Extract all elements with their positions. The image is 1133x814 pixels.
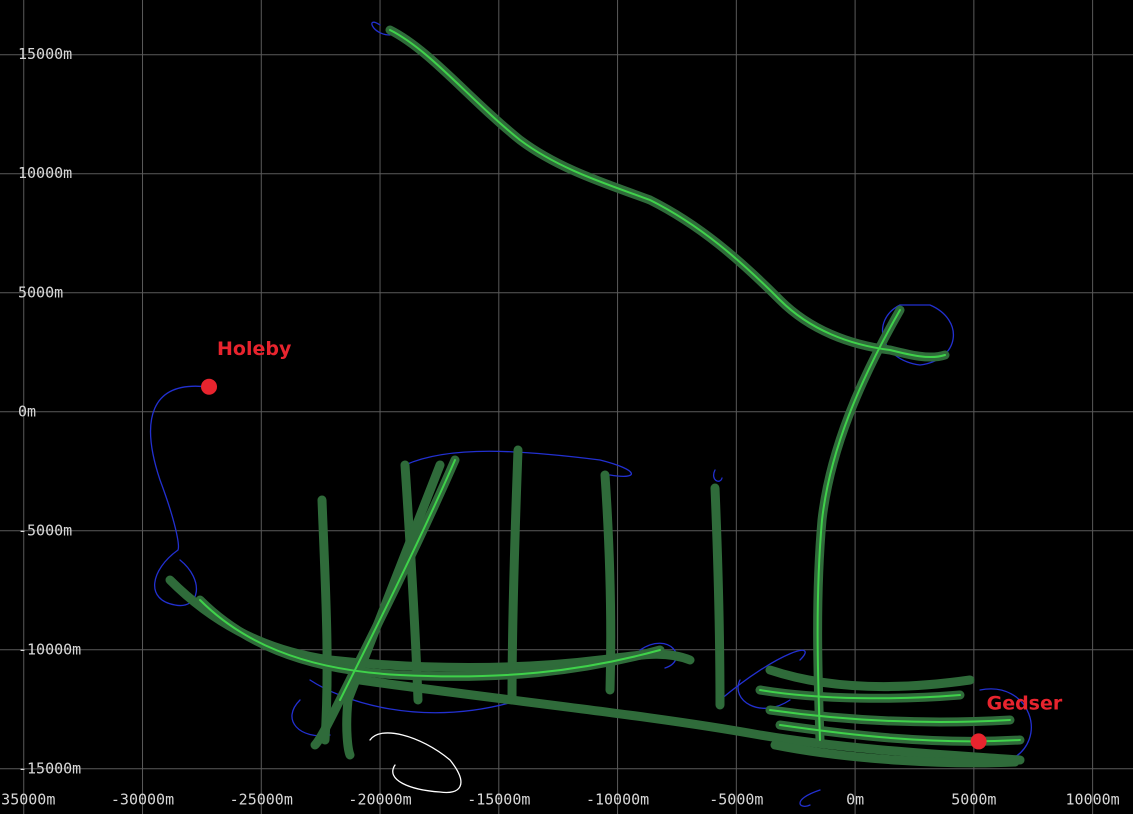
x-tick-label: -15000m [467,791,530,809]
x-tick-label: 5000m [951,791,996,809]
x-tick-label: 0m [846,791,864,809]
track [369,732,462,794]
x-tick-label: -5000m [709,791,763,809]
track [149,21,1032,807]
y-tick-label: -10000m [18,640,81,658]
y-tick-label: 15000m [18,45,72,63]
x-tick-label: 10000m [1066,791,1120,809]
track-bundle [165,25,1025,768]
places: Holeby Gedser [201,338,1063,750]
x-tick-label: -10000m [586,791,649,809]
place-label: Gedser [987,692,1063,714]
x-tick-label: -30000m [111,791,174,809]
y-tick-label: 0m [18,402,36,420]
axis-labels: -35000m -30000m -25000m -20000m -15000m -1000… [0,45,1120,808]
x-tick-label: -20000m [348,791,411,809]
place-label: Holeby [217,338,292,360]
y-tick-label: -15000m [18,759,81,777]
x-tick-label: -35000m [0,791,55,809]
y-tick-label: -5000m [18,521,72,539]
y-tick-label: 5000m [18,283,63,301]
y-tick-label: 10000m [18,164,72,182]
tracks [149,21,1032,807]
x-tick-label: -25000m [230,791,293,809]
place-marker [970,733,987,750]
place-marker [201,378,218,395]
